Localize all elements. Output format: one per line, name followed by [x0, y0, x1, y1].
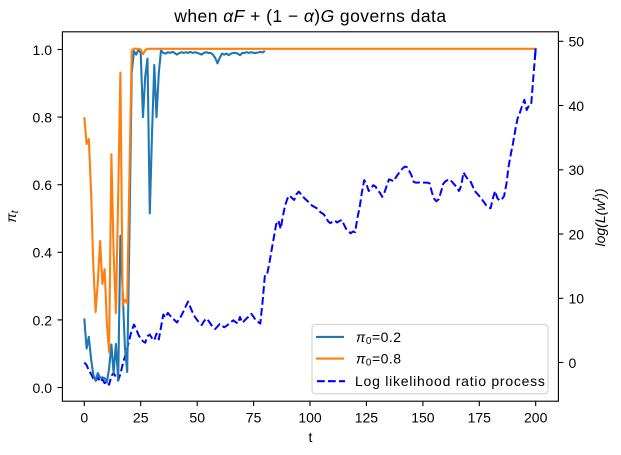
svg-text:200: 200	[524, 410, 548, 426]
svg-text:0: 0	[569, 355, 577, 371]
svg-text:0.0: 0.0	[33, 380, 53, 396]
svg-text:0: 0	[80, 410, 88, 426]
svg-text:20: 20	[569, 226, 585, 242]
svg-text:0.6: 0.6	[33, 177, 53, 193]
svg-text:40: 40	[569, 98, 585, 114]
svg-text:0.4: 0.4	[33, 245, 53, 261]
svg-text:75: 75	[246, 410, 262, 426]
svg-text:π0=0.8: π0=0.8	[356, 351, 402, 369]
svg-text:125: 125	[355, 410, 379, 426]
svg-text:1.0: 1.0	[33, 42, 53, 58]
svg-text:25: 25	[133, 410, 149, 426]
svg-text:t: t	[308, 429, 312, 445]
svg-text:100: 100	[298, 410, 322, 426]
svg-text:175: 175	[468, 410, 492, 426]
svg-text:log(L(wt)): log(L(wt))	[591, 188, 608, 246]
svg-text:30: 30	[569, 162, 585, 178]
svg-text:when αF + (1 − α)G governs dat: when αF + (1 − α)G governs data	[173, 6, 446, 26]
svg-text:π0=0.2: π0=0.2	[356, 329, 402, 347]
svg-text:50: 50	[569, 34, 585, 50]
svg-text:0.8: 0.8	[33, 110, 53, 126]
svg-text:Log likelihood ratio process: Log likelihood ratio process	[355, 373, 546, 389]
svg-text:0.2: 0.2	[33, 312, 53, 328]
svg-text:150: 150	[411, 410, 435, 426]
svg-text:50: 50	[189, 410, 205, 426]
svg-text:10: 10	[569, 291, 585, 307]
